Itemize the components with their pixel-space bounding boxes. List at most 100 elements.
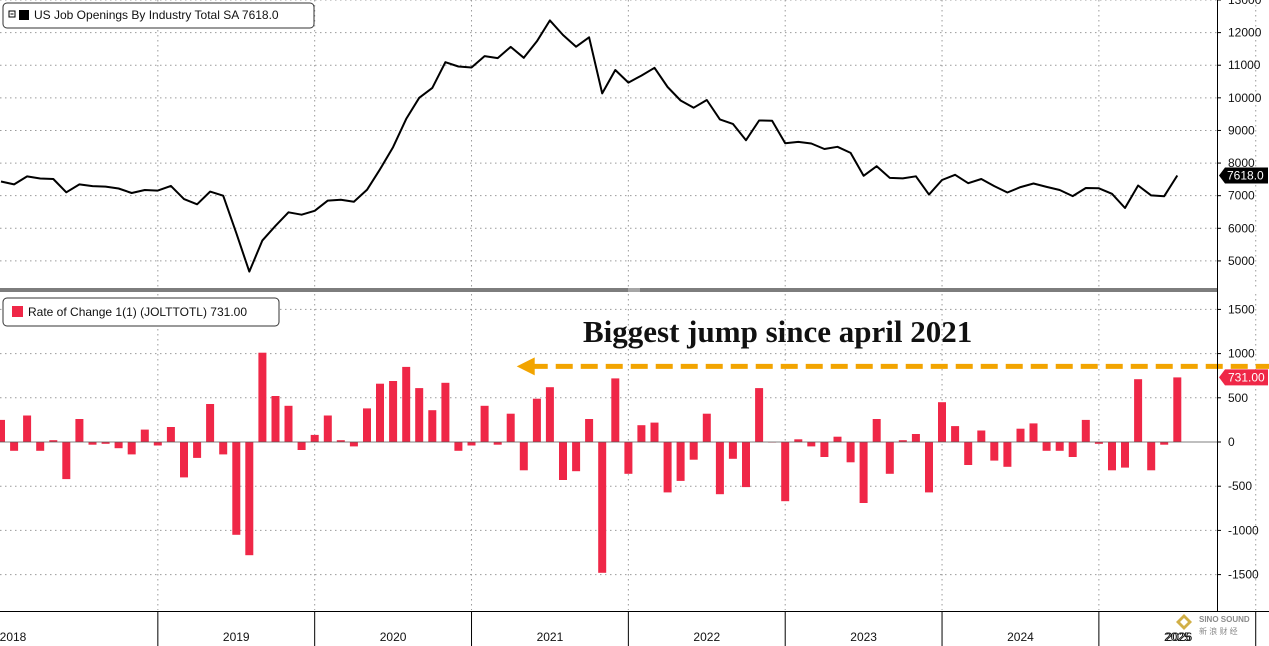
bar-71 [925,442,933,492]
bar-38 [494,442,502,445]
top-y-tick-label-13000: 13000 [1228,0,1262,7]
legend-line-swatch [19,10,29,20]
last-value-tag-bottom: 731.00 [1219,369,1268,385]
bar-70 [912,434,920,442]
bar-57 [742,442,750,487]
bar-11 [141,430,149,442]
bar-58 [755,388,763,442]
legend-bars-swatch [12,306,23,317]
bar-43 [559,442,567,480]
bar-3 [36,442,44,451]
watermark-subtitle: 新 浪 财 经 [1199,626,1238,636]
bar-74 [964,442,972,465]
top-y-tick-label-6000: 6000 [1228,221,1255,235]
last-value-tag-bottom-text: 731.00 [1228,370,1265,384]
bar-27 [350,442,358,446]
bar-64 [834,437,842,442]
bar-0 [0,420,5,442]
bar-75 [977,431,985,443]
bar-2 [23,416,31,443]
bottom-y-tick-label-500: 500 [1228,391,1248,405]
bar-39 [507,414,515,442]
bar-28 [363,408,371,442]
bar-50 [651,423,659,442]
bar-72 [938,402,946,442]
bar-76 [990,442,998,461]
bar-81 [1056,442,1064,451]
bar-48 [624,442,632,474]
bar-17 [219,442,227,454]
bar-32 [415,388,423,442]
bar-63 [820,442,828,457]
bar-13 [167,427,175,442]
bar-21 [272,396,280,442]
bar-19 [245,442,253,555]
top-y-tick-label-11000: 11000 [1228,58,1261,72]
bar-18 [232,442,240,535]
panel-divider[interactable] [0,288,1217,292]
bar-33 [428,410,436,442]
bar-42 [546,387,554,442]
bar-83 [1082,420,1090,442]
bar-88 [1147,442,1155,470]
bar-23 [298,442,306,450]
annotation-biggest-jump: Biggest jump since april 2021 [583,314,972,349]
bar-82 [1069,442,1077,457]
bar-79 [1030,423,1038,442]
bar-51 [664,442,672,492]
bar-40 [520,442,528,470]
bar-20 [258,353,266,442]
top-y-tick-label-5000: 5000 [1228,254,1255,268]
bar-78 [1017,429,1025,442]
bar-44 [572,442,580,471]
bar-80 [1043,442,1051,451]
bar-22 [285,406,293,442]
legend-bars: Rate of Change 1(1) (JOLTTOTL) 731.00 [3,298,279,326]
bar-31 [402,367,410,442]
last-value-tag-top: 7618.0 [1219,168,1268,184]
bar-73 [951,426,959,442]
bar-86 [1121,442,1129,468]
bar-45 [585,419,593,442]
bottom-y-tick-label-1500: 1500 [1228,302,1255,316]
legend-line-label: US Job Openings By Industry Total SA 761… [34,8,279,22]
bar-65 [847,442,855,462]
bar-89 [1160,442,1168,445]
bar-9 [115,442,123,448]
x-tick-label-2021: 2021 [537,630,564,644]
x-tick-label-2019: 2019 [223,630,250,644]
bar-49 [637,425,645,442]
x-tick-label-2024: 2024 [1007,630,1034,644]
bar-47 [611,378,619,442]
bar-1 [10,442,18,451]
bar-15 [193,442,201,458]
bar-85 [1108,442,1116,470]
top-y-tick-label-12000: 12000 [1228,26,1262,40]
watermark-name: SINO SOUND [1199,615,1250,624]
bar-67 [873,419,881,442]
bar-87 [1134,379,1142,442]
top-y-tick-label-7000: 7000 [1228,189,1255,203]
bar-5 [62,442,70,479]
x-tick-label-2026: 2026 [1166,630,1193,644]
bottom-y-tick-label-1000: 1000 [1228,347,1255,361]
bar-77 [1003,442,1011,467]
bar-7 [89,442,97,445]
bottom-y-tick-label-0: 0 [1228,435,1235,449]
bar-16 [206,404,214,442]
last-value-tag-top-text: 7618.0 [1227,169,1264,183]
bar-61 [794,439,802,442]
bar-6 [75,419,83,442]
x-tick-label-2023: 2023 [850,630,877,644]
x-tick-label-2022: 2022 [693,630,720,644]
bar-53 [690,442,698,460]
bar-55 [716,442,724,494]
bar-46 [598,442,606,573]
bar-25 [324,416,332,443]
bar-68 [886,442,894,474]
top-y-tick-label-10000: 10000 [1228,91,1262,105]
bar-37 [481,406,489,442]
bar-10 [128,442,136,454]
bottom-y-tick-label--1500: -1500 [1228,568,1259,582]
